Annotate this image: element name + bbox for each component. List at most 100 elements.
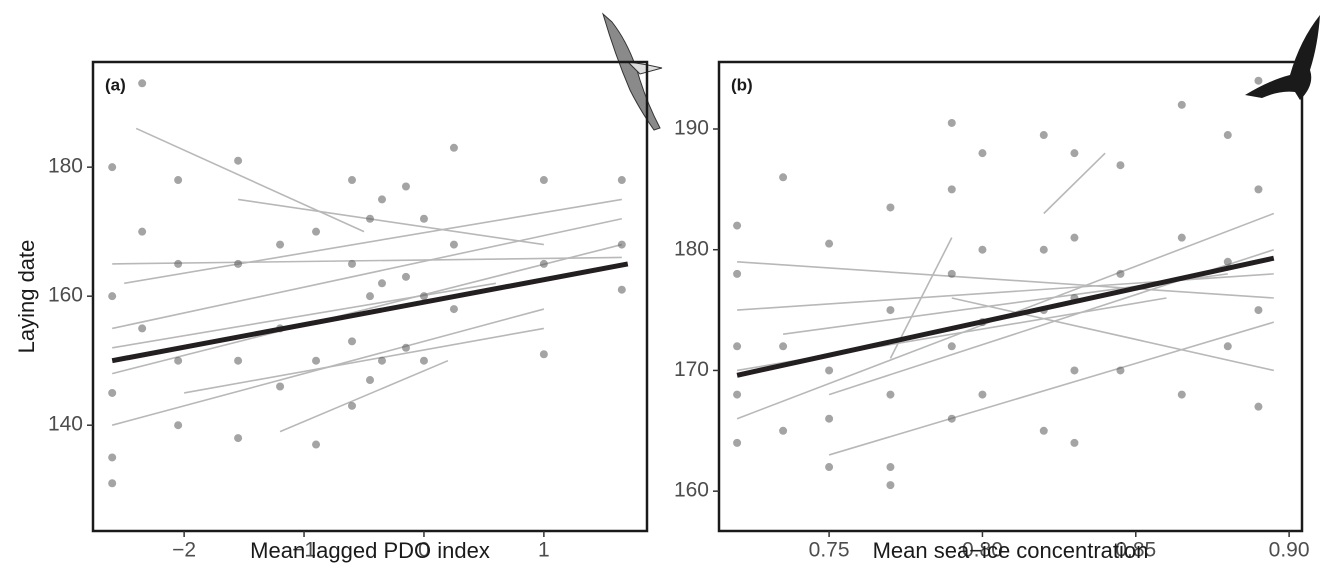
x-tick-label: −2: [172, 539, 196, 562]
point: [886, 306, 895, 315]
point: [234, 434, 243, 443]
individual-line: [135, 127, 365, 233]
point: [1254, 306, 1263, 315]
x-tick-label: 0.75: [809, 539, 850, 562]
x-tick-label: 0.85: [1115, 539, 1156, 562]
plot-frame: [717, 60, 1304, 533]
point: [419, 214, 428, 223]
point: [1254, 185, 1263, 194]
point: [401, 182, 410, 191]
individual-line: [1043, 152, 1106, 215]
x-axis-title: Mean lagged PDO index: [250, 538, 490, 563]
bird-icon: [602, 12, 663, 131]
point: [1116, 366, 1125, 375]
point: [1177, 233, 1186, 242]
point: [617, 285, 626, 294]
point: [348, 259, 357, 268]
point: [108, 453, 117, 462]
point: [779, 173, 788, 182]
individual-line: [951, 297, 1274, 372]
x-tick-label: 1: [538, 539, 550, 562]
individual-line: [237, 198, 544, 246]
point: [978, 245, 987, 254]
point: [1039, 131, 1048, 140]
point: [1070, 233, 1079, 242]
point: [1116, 269, 1125, 278]
point: [733, 342, 742, 351]
point: [234, 259, 243, 268]
panel-label: (b): [731, 75, 753, 94]
point: [449, 240, 458, 249]
point: [312, 356, 321, 365]
point: [539, 350, 548, 359]
point: [174, 421, 183, 430]
point: [1070, 366, 1079, 375]
point: [449, 143, 458, 152]
point: [1070, 149, 1079, 158]
y-tick-label: 160: [48, 284, 83, 307]
bird-icon: [1245, 15, 1320, 100]
individual-line: [112, 217, 622, 330]
point: [1039, 426, 1048, 435]
point: [276, 240, 285, 249]
point: [779, 342, 788, 351]
point: [312, 440, 321, 449]
x-tick-label: −1: [292, 539, 316, 562]
point: [886, 203, 895, 212]
point: [947, 118, 956, 127]
individual-line: [112, 256, 622, 265]
point: [1254, 76, 1263, 85]
y-tick-label: 180: [674, 237, 709, 260]
point: [886, 481, 895, 490]
point: [348, 176, 357, 185]
individual-line: [828, 321, 1275, 456]
individual-line: [183, 327, 545, 394]
point: [733, 390, 742, 399]
y-tick-label: 190: [674, 117, 709, 140]
individual-line: [279, 359, 449, 433]
y-tick-label: 140: [48, 413, 83, 436]
x-tick-label: 0.90: [1269, 539, 1310, 562]
panel-label: (a): [105, 75, 126, 94]
point: [1039, 245, 1048, 254]
x-axis-title: Mean sea−ice concentration: [873, 538, 1149, 563]
point: [108, 292, 117, 301]
point: [419, 356, 428, 365]
point: [234, 156, 243, 165]
point: [138, 79, 147, 88]
point: [312, 227, 321, 236]
point: [348, 337, 357, 346]
point: [377, 279, 386, 288]
y-axis-title: Laying date: [14, 240, 39, 354]
point: [617, 240, 626, 249]
point: [978, 149, 987, 158]
individual-line: [112, 282, 497, 349]
point: [886, 463, 895, 472]
x-tick-label: 0.80: [962, 539, 1003, 562]
point: [138, 324, 147, 333]
point: [174, 176, 183, 185]
point: [1223, 257, 1232, 266]
point: [539, 259, 548, 268]
individual-line: [737, 260, 1274, 299]
point: [539, 176, 548, 185]
point: [733, 269, 742, 278]
point: [108, 479, 117, 488]
point: [234, 356, 243, 365]
point: [401, 272, 410, 281]
y-tick-label: 180: [48, 155, 83, 178]
point: [1223, 131, 1232, 140]
point: [1223, 342, 1232, 351]
point: [779, 426, 788, 435]
point: [825, 463, 834, 472]
point: [174, 259, 183, 268]
point: [366, 376, 374, 385]
point: [174, 356, 183, 365]
fit-line: [736, 255, 1275, 378]
y-tick-label: 170: [674, 358, 709, 381]
point: [825, 239, 834, 248]
point: [947, 269, 956, 278]
point: [1177, 100, 1186, 109]
point: [617, 176, 626, 185]
